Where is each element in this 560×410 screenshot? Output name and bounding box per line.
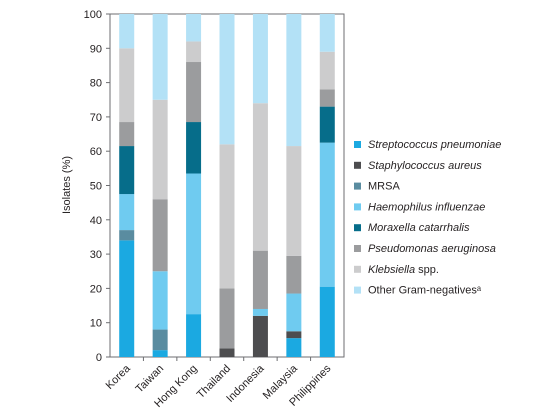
bar-segment [286, 146, 302, 256]
bar-segment [186, 41, 202, 63]
legend-label-part: Moraxella catarrhalis [368, 222, 470, 234]
bar-segment [219, 144, 235, 289]
y-tick-label: 50 [90, 181, 102, 193]
bar-segment [252, 14, 268, 104]
bar-segment [119, 194, 135, 231]
y-tick-label: 10 [90, 318, 102, 330]
bar-segment [286, 14, 302, 147]
legend-label: Moraxella catarrhalis [368, 222, 470, 234]
x-tick-label: Korea [104, 362, 134, 392]
legend-swatch [354, 203, 361, 211]
legend-label: Pseudomonas aeruginosa [368, 243, 496, 255]
bar-segment [219, 348, 235, 357]
bar-segment [186, 14, 202, 42]
legend-swatch [354, 265, 361, 273]
y-tick-label: 30 [90, 249, 102, 261]
x-tick-label: Indonesia [224, 362, 267, 405]
y-tick-label: 20 [90, 283, 102, 295]
y-axis-label: Isolates (%) [61, 156, 73, 214]
legend-swatch [354, 161, 361, 169]
bar-segment [252, 103, 268, 251]
bar-segment [152, 350, 168, 357]
bar-segment [119, 14, 135, 49]
legend-swatch [354, 182, 361, 190]
legend-label-part: Other Gram-negativesᵃ [368, 285, 482, 297]
bar-segment [119, 146, 135, 195]
legend-item: Klebsiella spp. [354, 264, 439, 276]
bar-segment [319, 14, 335, 52]
y-tick-label: 90 [90, 43, 102, 55]
bar-segment [286, 338, 302, 357]
bar-segment [152, 99, 168, 200]
legend-label: Haemophilus influenzae [368, 201, 485, 213]
legend-item: Haemophilus influenzae [354, 201, 485, 213]
bar-segment [119, 230, 135, 241]
legend-item: Moraxella catarrhalis [354, 222, 470, 234]
legend-label-part: MRSA [368, 181, 400, 193]
bar-segment [152, 14, 168, 100]
y-tick-labels: 0 10 20 30 40 50 60 70 80 90 100 [84, 9, 110, 364]
bar-segment [319, 89, 335, 107]
bar-segment [286, 331, 302, 339]
legend-item: Streptococcus pneumoniae [354, 139, 501, 151]
legend-item: Staphylococcus aureus [354, 160, 482, 172]
bar-segment [319, 142, 335, 287]
legend-label: Other Gram-negativesᵃ [368, 285, 482, 297]
bar-segment [286, 293, 302, 332]
bar-segment [319, 286, 335, 357]
legend-label: MRSA [368, 181, 400, 193]
bar-segment [186, 122, 202, 174]
chart-bars [119, 14, 335, 357]
bar-segment [286, 255, 302, 294]
bar-segment [319, 51, 335, 90]
bar-segment [186, 314, 202, 357]
y-tick-label: 0 [96, 352, 102, 364]
legend-swatch [354, 286, 361, 294]
bar-segment [119, 122, 135, 147]
bar-segment [152, 271, 168, 330]
legend-label-part: Klebsiella [368, 264, 415, 276]
bar-segment [252, 315, 268, 357]
bar-segment [219, 14, 235, 145]
bar-segment [219, 288, 235, 349]
legend-label-part: spp. [415, 264, 439, 276]
y-tick-label: 40 [90, 215, 102, 227]
legend-item: Other Gram-negativesᵃ [354, 285, 482, 297]
bar-segment [252, 250, 268, 309]
x-tick-label: Taiwan [134, 363, 167, 396]
legend-label-part: Streptococcus pneumoniae [368, 139, 501, 151]
legend-label: Streptococcus pneumoniae [368, 139, 501, 151]
y-tick-label: 70 [90, 112, 102, 124]
bar-segment [319, 106, 335, 143]
bar-segment [186, 62, 202, 123]
y-tick-label: 80 [90, 78, 102, 90]
legend-item: MRSA [354, 181, 400, 193]
bar-segment [186, 173, 202, 315]
legend-swatch [354, 245, 361, 252]
chart-legend: Streptococcus pneumoniae Staphylococcus a… [354, 139, 501, 297]
legend-swatch [354, 141, 361, 148]
legend-item: Pseudomonas aeruginosa [354, 243, 496, 255]
bar-segment [119, 240, 135, 357]
legend-label-part: Staphylococcus aureus [368, 160, 482, 172]
legend-label-part: Pseudomonas aeruginosa [368, 243, 496, 255]
bar-segment [119, 48, 135, 123]
legend-label-part: Haemophilus influenzae [368, 201, 485, 213]
bar-segment [252, 308, 268, 316]
legend-label: Klebsiella spp. [368, 264, 439, 276]
legend-label: Staphylococcus aureus [368, 160, 482, 172]
bar-segment [152, 329, 168, 351]
legend-swatch [354, 224, 361, 232]
y-tick-label: 100 [84, 9, 102, 21]
y-tick-label: 60 [90, 146, 102, 158]
bar-segment [152, 199, 168, 272]
